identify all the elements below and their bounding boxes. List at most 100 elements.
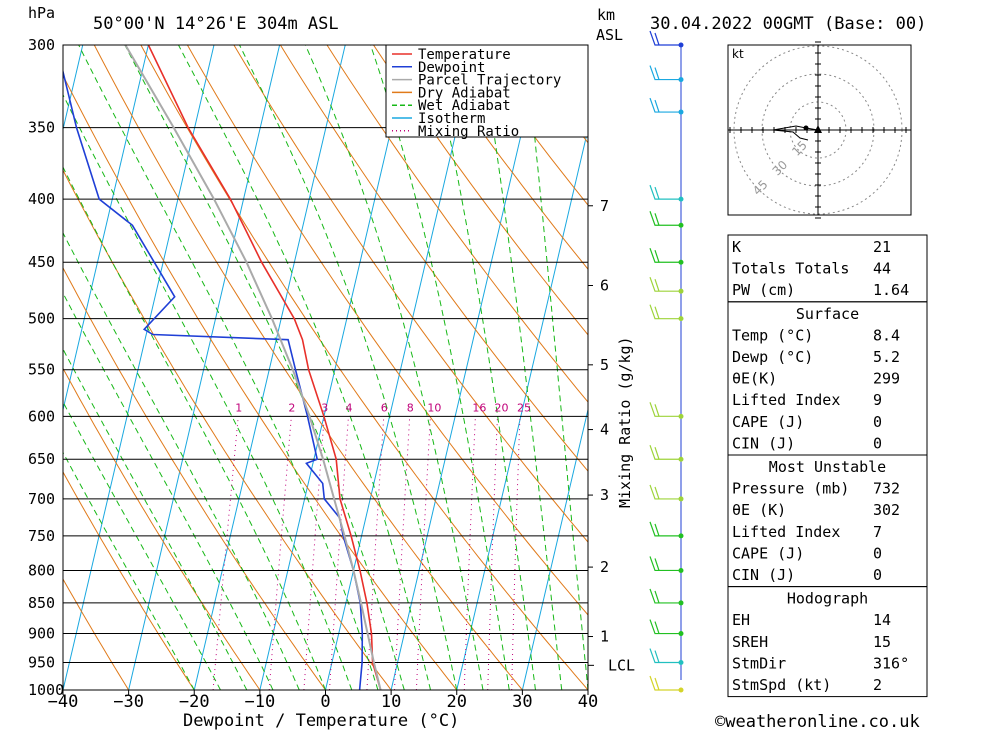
wet-adiabat <box>178 45 431 690</box>
wet-adiabat <box>78 45 379 690</box>
x-tick-label: 20 <box>447 692 467 712</box>
isotherm <box>456 127 588 690</box>
most-unstable-label: CAPE (J) <box>732 544 804 562</box>
axes-labels: 3003504004505005506006507007508008509009… <box>28 36 635 712</box>
pressure-tick-label: 700 <box>28 490 55 508</box>
pressure-tick-label: 650 <box>28 450 55 468</box>
wind-barb <box>649 675 681 691</box>
hodograph-stats-title: Hodograph <box>787 590 868 608</box>
pressure-tick-label: 350 <box>28 119 55 137</box>
isotherm <box>63 45 149 412</box>
mixing-ratio-label: 1 <box>235 401 242 414</box>
lcl-label: LCL <box>608 656 635 674</box>
indices-value: 21 <box>873 238 891 256</box>
wet-adiabat <box>63 231 300 690</box>
asl-label: ASL <box>596 26 623 44</box>
dry-adiabat <box>63 74 458 690</box>
mixing-ratio-axis-label: Mixing Ratio (g/kg) <box>616 336 634 508</box>
km-tick-label: 5 <box>600 356 609 374</box>
hodograph-stats-value: 2 <box>873 676 882 694</box>
pressure-tick-label: 750 <box>28 527 55 545</box>
isotherm <box>193 45 346 690</box>
wind-barb <box>649 304 681 320</box>
mixing-ratio-label: 16 <box>472 401 486 414</box>
isotherm <box>325 45 477 690</box>
wind-barb <box>649 484 681 500</box>
mixing-ratio-label: 2 <box>288 401 295 414</box>
hodograph-stats-value: 316° <box>873 654 909 672</box>
hodograph-stats-label: SREH <box>732 633 768 651</box>
pressure-tick-label: 800 <box>28 561 55 579</box>
hodo-kt-label: kt <box>732 47 744 61</box>
datetime-title: 30.04.2022 00GMT (Base: 00) <box>650 14 926 34</box>
legend-label: Dewpoint <box>418 60 485 76</box>
wind-barb <box>649 30 681 46</box>
isotherm <box>521 407 588 690</box>
hodograph-stats-label: EH <box>732 611 750 629</box>
isotherm <box>128 45 281 690</box>
surface-value: 5.2 <box>873 348 900 366</box>
wind-profile <box>649 30 684 693</box>
legend-label: Parcel Trajectory <box>418 73 561 89</box>
surface-label: Lifted Index <box>732 391 840 409</box>
most-unstable-value: 0 <box>873 566 882 584</box>
mixing-ratio-label: 25 <box>517 401 531 414</box>
legend-label: Dry Adiabat <box>418 85 511 101</box>
location-title: 50°00'N 14°26'E 304m ASL <box>93 14 339 34</box>
legend-label: Wet Adiabat <box>418 98 511 114</box>
x-tick-label: −10 <box>245 692 276 712</box>
dry-adiabat <box>326 45 588 403</box>
most-unstable-label: Lifted Index <box>732 523 840 541</box>
mixing-ratio-label: 10 <box>427 401 441 414</box>
copyright: ©weatheronline.co.uk <box>715 712 920 732</box>
x-axis-label: Dewpoint / Temperature (°C) <box>183 711 459 731</box>
trace-temperature <box>147 45 382 690</box>
legend-label: Temperature <box>418 47 511 63</box>
wet-adiabat <box>524 45 588 690</box>
surface-label: Dewp (°C) <box>732 348 813 366</box>
surface-label: Temp (°C) <box>732 326 813 344</box>
dry-adiabat <box>233 45 588 543</box>
stats-table: K 21 Totals Totals 44 PW (cm) 1.64 Surface Temp… <box>727 234 928 698</box>
indices-label: PW (cm) <box>732 281 795 299</box>
wet-adiabat <box>124 45 405 690</box>
x-tick-label: 30 <box>512 692 532 712</box>
legend-box <box>385 44 589 138</box>
indices-label: Totals Totals <box>732 260 849 278</box>
trace-parcel-trajectory <box>124 45 382 690</box>
wind-barb <box>649 588 681 604</box>
hodograph-stats-label: StmSpd (kt) <box>732 676 831 694</box>
pressure-tick-label: 400 <box>28 190 55 208</box>
hodograph-stats-label: StmDir <box>732 654 786 672</box>
surface-label: CIN (J) <box>732 434 795 452</box>
km-tick-label: 4 <box>600 421 609 439</box>
wind-barb <box>649 184 681 200</box>
wind-barb <box>649 402 681 417</box>
wet-adiabat <box>480 45 563 690</box>
most-unstable-value: 7 <box>873 523 882 541</box>
surface-label: θE(K) <box>732 370 777 388</box>
km-tick-label: 1 <box>600 628 609 646</box>
mixing-ratio-line <box>366 416 385 690</box>
pressure-tick-label: 850 <box>28 594 55 612</box>
wind-barb <box>649 445 681 460</box>
wind-barb <box>649 619 681 635</box>
dry-adiabat <box>63 471 195 690</box>
x-tick-label: −30 <box>113 692 144 712</box>
x-tick-label: 0 <box>320 692 330 712</box>
pressure-tick-label: 550 <box>28 361 55 379</box>
isotherm <box>587 687 588 690</box>
pressure-lines <box>63 44 588 691</box>
indices-label: K <box>732 238 741 256</box>
surface-value: 8.4 <box>873 326 900 344</box>
hodo-storm-marker <box>814 125 822 133</box>
km-tick-label: 3 <box>600 486 609 504</box>
pressure-tick-label: 950 <box>28 654 55 672</box>
surface-label: CAPE (J) <box>732 413 804 431</box>
mixing-ratio-line <box>329 416 349 690</box>
dry-adiabat <box>373 45 588 336</box>
isotherm <box>259 45 412 690</box>
hodograph-stats-box <box>727 586 928 698</box>
